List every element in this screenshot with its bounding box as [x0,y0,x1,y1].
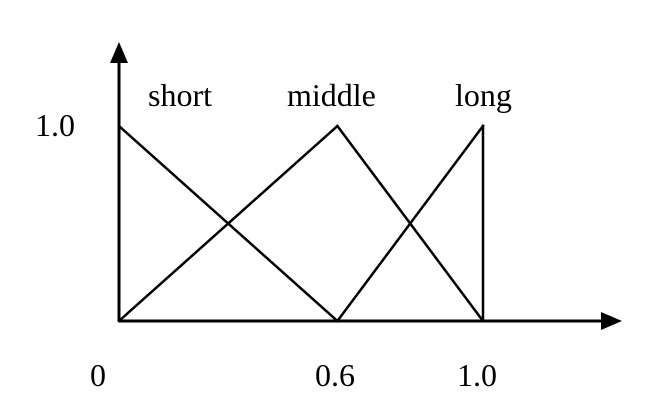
y-axis-arrow-icon [110,42,128,63]
y-tick-label-1: 1.0 [35,107,75,143]
membership-lines [117,124,485,323]
x-tick-label-1-0: 1.0 [457,357,497,393]
x-tick-label-0-6: 0.6 [315,357,355,393]
series-label-long: long [455,77,512,113]
long-segment-1 [335,124,485,323]
middle-segment-1 [117,124,340,323]
x-tick-label-0: 0 [90,357,106,393]
x-axis-arrow-icon [601,312,622,330]
x-axis [119,312,622,330]
series-label-middle: middle [287,77,376,113]
series-label-short: short [148,77,212,113]
y-axis [110,42,128,321]
